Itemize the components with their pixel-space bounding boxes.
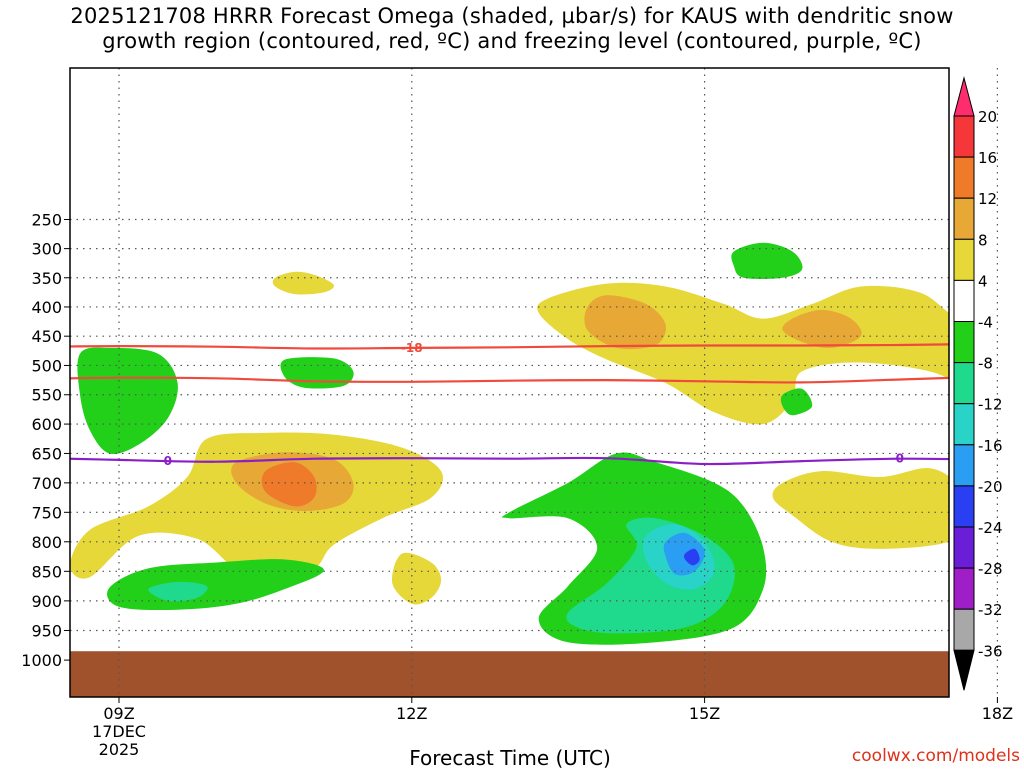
colorbar-label: 4 — [978, 272, 988, 290]
colorbar-box — [953, 608, 975, 651]
x-tick-label-12Z: 12Z — [396, 704, 427, 723]
colorbar-label: 16 — [978, 149, 997, 167]
colorbar-box — [953, 197, 975, 240]
contour-line-0 — [70, 456, 949, 466]
chart-title-line2: growth region (contoured, red, ºC) and f… — [102, 29, 922, 53]
colorbar-box — [953, 485, 975, 528]
omega-region-neg20 — [684, 548, 700, 566]
omega-shading — [70, 242, 949, 645]
x-tick-date-09Z: 17DEC — [92, 722, 146, 741]
omega-region-neg8 — [148, 581, 208, 602]
contour-label-0: 0 — [164, 454, 172, 468]
y-tick-label-900: 900 — [31, 592, 62, 611]
colorbar-label: 8 — [978, 231, 988, 249]
colorbar-cap-bottom — [953, 649, 975, 691]
y-tick-label-650: 650 — [31, 444, 62, 463]
colorbar-box — [953, 526, 975, 569]
x-tick-label-09Z: 09Z — [103, 704, 134, 723]
omega-region-4 — [772, 468, 949, 549]
grid-layer — [70, 68, 999, 697]
colorbar-label: -8 — [978, 355, 993, 373]
y-tick-label-350: 350 — [31, 269, 62, 288]
contour-line-neg12 — [70, 376, 949, 384]
omega-region-4 — [70, 432, 444, 579]
colorbar-label: 12 — [978, 190, 997, 208]
contour-label-neg18: -18 — [401, 341, 423, 355]
x-tick-year-09Z: 2025 — [99, 740, 140, 759]
chart-title-line1: 2025121708 HRRR Forecast Omega (shaded, … — [70, 4, 954, 28]
omega-region-neg4 — [77, 347, 178, 455]
y-tick-label-750: 750 — [31, 503, 62, 522]
omega-region-neg4 — [280, 357, 354, 389]
y-tick-label-950: 950 — [31, 621, 62, 640]
colorbar-label: -32 — [978, 601, 1003, 619]
y-tick-label-800: 800 — [31, 533, 62, 552]
colorbar-label: -12 — [978, 396, 1003, 414]
y-tick-label-850: 850 — [31, 562, 62, 581]
x-tick-label-18Z: 18Z — [982, 704, 1013, 723]
omega-region-4 — [391, 552, 442, 605]
contour-line-neg18 — [70, 343, 949, 350]
y-tick-label-600: 600 — [31, 415, 62, 434]
chart-title: 2025121708 HRRR Forecast Omega (shaded, … — [0, 4, 1024, 54]
omega-region-neg4 — [731, 242, 803, 280]
colorbar-cap-top — [953, 76, 975, 117]
colorbar-box — [953, 156, 975, 199]
colorbar-box — [953, 238, 975, 281]
x-axis: 09Z17DEC202512Z15Z18Z21Z00Z18DEC — [92, 697, 1013, 759]
colorbar-box — [953, 321, 975, 364]
omega-region-8 — [782, 309, 862, 349]
omega-region-neg4 — [107, 559, 324, 610]
contour-layer: -18-18-12000 — [70, 341, 949, 468]
omega-region-8 — [584, 295, 666, 350]
y-axis: 250 300 350 400 450 500 550 600 650 700 750 800 850 9… — [21, 211, 70, 670]
y-tick-label-300: 300 — [31, 240, 62, 259]
plot-frame — [69, 67, 950, 698]
y-tick-label-450: 450 — [31, 327, 62, 346]
x-tick-label-15Z: 15Z — [689, 704, 720, 723]
credit-link[interactable]: coolwx.com/models — [851, 746, 1020, 766]
colorbar-box — [953, 362, 975, 405]
colorbar-label: -24 — [978, 519, 1003, 537]
y-tick-label-700: 700 — [31, 474, 62, 493]
y-tick-label-250: 250 — [31, 211, 62, 230]
omega-region-4 — [272, 271, 335, 295]
colorbar-box — [953, 115, 975, 158]
colorbar-box — [953, 444, 975, 487]
colorbar: 20 16 12 8 4 -4 -8 -12 -16 -20 -24 -28 -32 -36 — [953, 76, 1003, 691]
colorbar-label: -36 — [978, 642, 1003, 660]
colorbar-box — [953, 403, 975, 446]
y-tick-label-500: 500 — [31, 356, 62, 375]
colorbar-label: -20 — [978, 478, 1003, 496]
colorbar-label: -28 — [978, 560, 1003, 578]
ground-surface — [70, 651, 949, 697]
omega-region-12 — [261, 462, 317, 507]
colorbar-label: -16 — [978, 437, 1003, 455]
colorbar-box — [953, 567, 975, 610]
x-axis-label: Forecast Time (UTC) — [409, 746, 611, 770]
contour-label-0: 0 — [896, 452, 904, 466]
ground-layer — [70, 651, 949, 697]
colorbar-label: 20 — [978, 108, 997, 126]
colorbar-label: -4 — [978, 314, 993, 332]
y-tick-label-400: 400 — [31, 298, 62, 317]
omega-region-neg4 — [780, 388, 813, 416]
y-tick-label-1000: 1000 — [21, 651, 62, 670]
y-tick-label-550: 550 — [31, 386, 62, 405]
colorbar-box — [953, 279, 975, 322]
